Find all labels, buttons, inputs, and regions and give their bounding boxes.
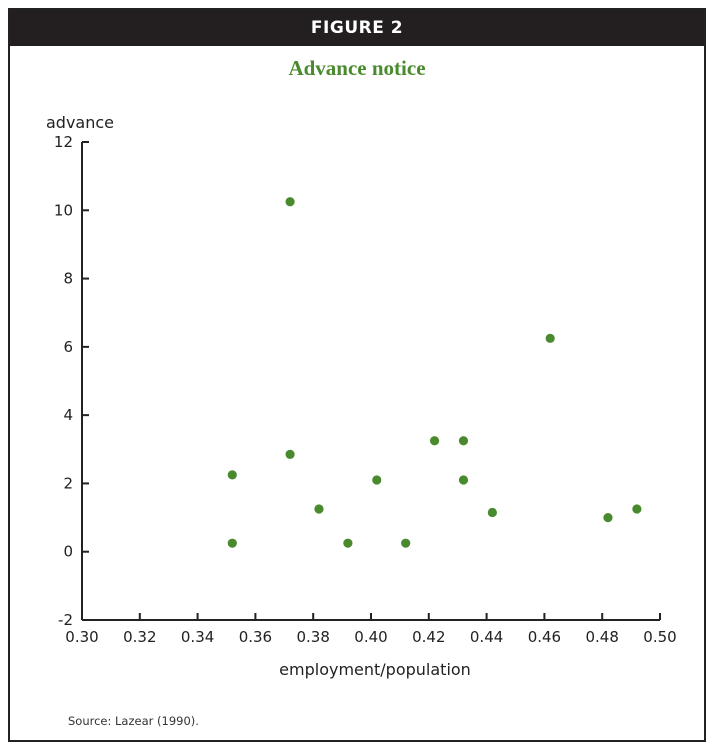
data-point: [458, 436, 469, 446]
data-point: [487, 507, 497, 518]
y-axis-label: advance: [46, 113, 114, 132]
y-tick-label: 0: [63, 543, 73, 561]
x-tick-label: 0.30: [65, 628, 98, 646]
x-tick-label: 0.50: [643, 628, 676, 646]
y-tick-label: 2: [63, 474, 73, 492]
x-tick-label: 0.42: [412, 628, 445, 646]
x-tick-label: 0.40: [354, 628, 387, 646]
scatter-plot: 0.30 0.32 0.34 0.36 0.38 0.40 0.42 0.44 0.46 0.48…: [46, 113, 677, 679]
data-point: [372, 475, 382, 485]
data-point: [632, 504, 642, 514]
y-tick-label: -2: [58, 611, 73, 629]
x-tick-label: 0.44: [470, 628, 503, 646]
x-tick-label: 0.34: [181, 628, 214, 646]
data-point: [314, 504, 324, 514]
x-axis-label: employment/population: [279, 660, 471, 679]
data-point: [401, 538, 411, 548]
x-tick-label: 0.32: [123, 628, 156, 646]
y-tick-label: 8: [63, 270, 73, 288]
data-point: [227, 538, 237, 548]
x-tick-label: 0.48: [585, 628, 618, 646]
figure-frame: FIGURE 2 Advance notice 0.30 0.32 0.34 0.36…: [8, 8, 706, 742]
data-point: [458, 475, 469, 485]
data-point: [429, 436, 440, 446]
data-point: [603, 512, 613, 523]
source-note: Source: Lazear (1990).: [68, 714, 199, 728]
y-tick-label: 12: [54, 133, 73, 151]
data-point: [285, 449, 295, 460]
data-point: [285, 197, 295, 207]
x-tick-label: 0.36: [239, 628, 272, 646]
y-tick-label: 6: [63, 338, 73, 356]
data-point: [227, 470, 237, 480]
figure-banner: FIGURE 2: [10, 10, 704, 46]
data-point: [545, 333, 555, 343]
y-tick-label: 10: [54, 201, 73, 219]
y-tick-label: 4: [63, 406, 73, 424]
x-tick-label: 0.38: [296, 628, 329, 646]
data-point: [343, 538, 353, 548]
x-tick-label: 0.46: [528, 628, 561, 646]
chart-title: Advance notice: [288, 56, 426, 80]
